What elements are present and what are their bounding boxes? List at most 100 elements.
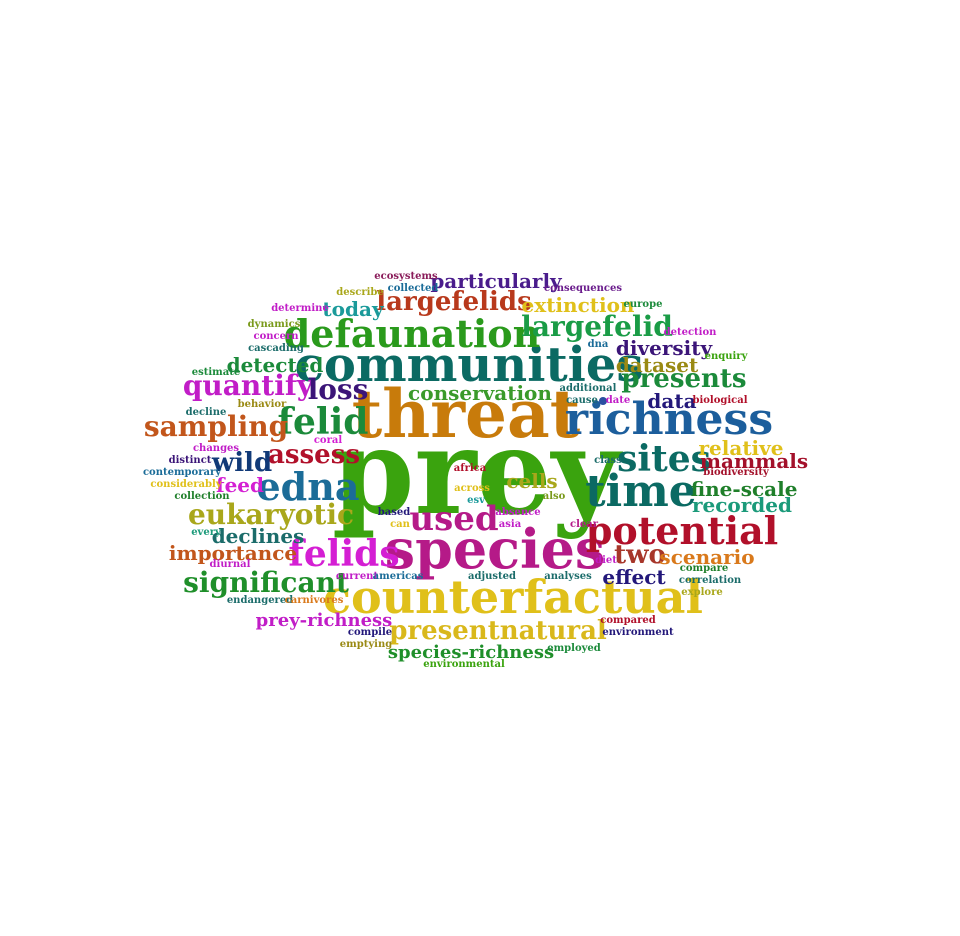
word-considerably: considerably (150, 479, 222, 490)
word-americas: americas (372, 571, 424, 582)
word-date: date (605, 395, 631, 406)
word-threat: threat (351, 375, 581, 453)
word-species: species (384, 517, 606, 581)
word-two: two (614, 540, 666, 570)
word-effect: effect (602, 565, 666, 589)
word-diet: diet (595, 555, 617, 566)
word-counterfactual: counterfactual (323, 570, 703, 624)
word-current: current (335, 571, 379, 582)
word-enquiry: enquiry (704, 351, 748, 362)
word-distinct: distinct (168, 455, 212, 466)
word-compare: compare (679, 563, 729, 574)
word-environment: environment (602, 627, 674, 638)
word-behavior: behavior (237, 399, 287, 410)
word-largefelid: largefelid (521, 310, 673, 343)
word-also: also (542, 491, 566, 502)
word-emptying: emptying (339, 639, 393, 650)
word-species-richness: species-richness (387, 642, 555, 663)
word-dynamics: dynamics (247, 319, 301, 330)
word-analyses: analyses (544, 571, 592, 582)
word-diversity: diversity (615, 336, 713, 360)
word-sites: sites (617, 438, 711, 480)
word-every: every (191, 527, 221, 538)
word-today: today (322, 297, 384, 321)
word-fine-scale: fine-scale (690, 477, 798, 501)
word-adjusted: adjusted (468, 571, 516, 582)
word-absence: absence (495, 507, 541, 518)
word-recorded: recorded (691, 493, 793, 517)
word-quantify: quantify (182, 369, 314, 402)
word-changes: changes (192, 443, 240, 454)
word-based: based (377, 507, 411, 518)
word-clear: clear (570, 519, 598, 530)
word-detected: detected (226, 353, 324, 377)
word-loss: loss (307, 373, 369, 406)
word-compared: compared (600, 615, 656, 626)
word-sampling: sampling (143, 410, 289, 443)
word-additional: additional (559, 383, 617, 394)
word-prey-richness: prey-richness (255, 610, 393, 631)
word-explore: explore (681, 587, 723, 598)
word-extinction: extinction (521, 293, 635, 317)
word-biodiversity: biodiversity (703, 467, 769, 478)
word-class: class (594, 455, 622, 466)
word-collection: collection (174, 491, 230, 502)
word-dna: dna (587, 339, 609, 350)
word-coral: coral (313, 435, 343, 446)
word-defaunation: defaunation (283, 311, 541, 356)
word-edna: edna (256, 464, 360, 509)
dot-marker (599, 397, 607, 405)
word-relative: relative (698, 436, 784, 460)
word-mammals: mammals (699, 449, 809, 473)
word-scenario: scenario (659, 545, 755, 569)
word-ecosystems: ecosystems (374, 271, 438, 282)
word-time: time (585, 466, 697, 517)
word-dataset: dataset (615, 353, 699, 377)
word-contemporary: contemporary (142, 467, 222, 478)
word-cells: cells (506, 469, 558, 493)
word-can: can (390, 519, 410, 530)
word-endangered: endangered (226, 595, 294, 606)
word-presentnatural: presentnatural (389, 616, 607, 646)
word-assess: assess (268, 440, 360, 470)
word-decline: decline (185, 407, 227, 418)
word-environmental: environmental (423, 659, 505, 670)
word-biological: biological (692, 395, 748, 406)
word-esv: esv (467, 495, 485, 506)
word-feed: feed (215, 473, 265, 497)
word-potential: potential (585, 508, 779, 553)
word-detection: detection (663, 327, 717, 338)
word-employed: employed (547, 643, 601, 654)
word-used: used (409, 499, 499, 539)
word-collected: collected (387, 283, 439, 294)
word-largefelids: largefelids (376, 287, 532, 317)
word-communities: communities (294, 337, 644, 393)
word-consequences: consequences (544, 283, 622, 294)
word-cause: cause (566, 395, 598, 406)
word-africa: africa (453, 463, 487, 474)
word-eukaryotic: eukaryotic (187, 498, 355, 531)
word-prey: prey (331, 402, 621, 541)
word-concern: concern (253, 331, 299, 342)
word-cascading: cascading (248, 343, 304, 354)
word-across: across (454, 483, 490, 494)
word-data: data (647, 389, 697, 413)
word-describe: describe (336, 287, 384, 298)
word-importance: importance (168, 541, 298, 565)
word-felid: felid (277, 401, 369, 443)
word-correlation: correlation (678, 575, 742, 586)
word-estimate: estimate (191, 367, 241, 378)
word-europe: europe (623, 299, 663, 310)
word-conservation: conservation (408, 381, 552, 405)
word-felids: felids (288, 533, 400, 575)
word-presents: presents (621, 364, 747, 394)
word-particularly: particularly (430, 269, 562, 293)
word-determine: determine (271, 303, 329, 314)
word-carnivores: carnivores (284, 595, 344, 606)
word-significant: significant (183, 566, 349, 599)
word-declines: declines (211, 524, 305, 548)
word-asia: asia (498, 519, 522, 530)
word-diurnal: diurnal (209, 559, 251, 570)
word-richness: richness (564, 394, 774, 445)
